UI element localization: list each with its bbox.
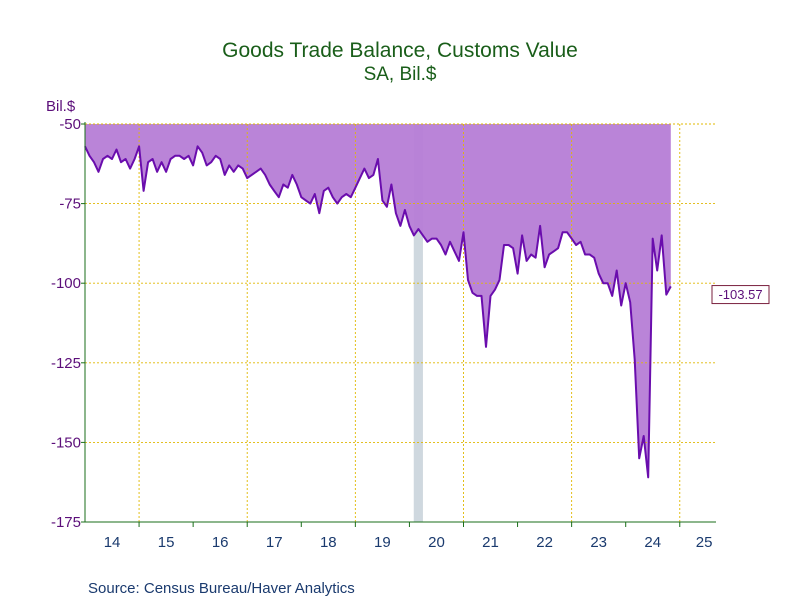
x-tick-label-18: 18 [320, 534, 337, 551]
x-tick-labels: 14 15 16 17 18 19 20 21 22 23 24 25 [104, 534, 713, 551]
last-value-label: -103.57 [718, 287, 762, 302]
x-tick-label-16: 16 [212, 534, 229, 551]
last-value-marker: -103.57 [711, 285, 770, 305]
x-tick-label-20: 20 [428, 534, 445, 551]
x-tick-label-21: 21 [482, 534, 499, 551]
x-tick-label-22: 22 [536, 534, 553, 551]
x-tick-label-15: 15 [158, 534, 175, 551]
y-tick-label-4: -150 [51, 434, 81, 451]
last-value-box [711, 285, 770, 305]
x-tick-label-23: 23 [590, 534, 607, 551]
y-axis-label: Bil.$ [46, 98, 76, 115]
series-area [85, 124, 671, 478]
y-tick-label-1: -75 [59, 196, 81, 213]
y-tick-label-0: -50 [59, 116, 81, 133]
area-layer [85, 124, 671, 478]
chart-subtitle: SA, Bil.$ [364, 64, 437, 85]
x-tick-label-24: 24 [644, 534, 661, 551]
recession-band [413, 124, 423, 522]
x-tick-label-25: 25 [696, 534, 713, 551]
y-tick-label-5: -175 [51, 514, 81, 531]
recession-band-layer [413, 124, 423, 522]
y-tick-label-3: -125 [51, 355, 81, 372]
x-tick-label-19: 19 [374, 534, 391, 551]
line-layer [84, 145, 672, 479]
source-note: Source: Census Bureau/Haver Analytics [88, 580, 355, 597]
chart-title: Goods Trade Balance, Customs Value [222, 39, 578, 62]
x-tick-label-14: 14 [104, 534, 121, 551]
y-tick-labels: -50 -75 -100 -125 -150 -175 [51, 116, 81, 531]
y-tick-label-2: -100 [51, 275, 81, 292]
axes-layer [81, 122, 716, 527]
series-line [84, 145, 672, 479]
x-tick-label-17: 17 [266, 534, 283, 551]
grid-layer [85, 123, 716, 522]
